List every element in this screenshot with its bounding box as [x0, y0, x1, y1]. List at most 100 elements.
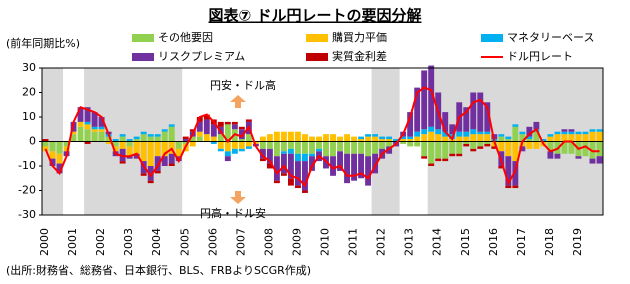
- bar-segment: [147, 180, 154, 184]
- bar-segment: [589, 158, 596, 164]
- bar-segment: [428, 131, 435, 142]
- bar-segment: [84, 124, 91, 130]
- bar-segment: [133, 139, 140, 142]
- bar-segment: [245, 134, 252, 142]
- bar-segment: [175, 156, 182, 162]
- source-note: (出所:財務省、総務省、日本銀行、BLS、FRBよりSCGR作成): [6, 263, 311, 277]
- x-tick-label: 2011: [347, 228, 360, 256]
- bar-segment: [217, 141, 224, 149]
- bar-segment: [280, 131, 287, 142]
- bar-segment: [259, 148, 266, 159]
- legend-label: マネタリーベース: [507, 31, 594, 44]
- bar-segment: [126, 141, 133, 147]
- bar-segment: [161, 131, 168, 142]
- bar-segment: [42, 146, 49, 152]
- bar-segment: [295, 185, 301, 189]
- bar-segment: [323, 134, 329, 142]
- bar-segment: [526, 139, 533, 142]
- bar-segment: [512, 141, 519, 162]
- bar-segment: [589, 141, 596, 159]
- bar-segment: [554, 131, 561, 135]
- bar-segment: [309, 136, 315, 142]
- bar-segment: [393, 139, 400, 142]
- bar-segment: [119, 134, 126, 137]
- bar-segment: [224, 121, 231, 125]
- bar-segment: [379, 141, 386, 149]
- y-tick-label: 30: [22, 61, 36, 74]
- bar-segment: [582, 131, 589, 135]
- bar-segment: [421, 156, 428, 159]
- bar-segment: [484, 131, 491, 135]
- x-tick-label: 2000: [38, 228, 51, 256]
- bar-segment: [435, 158, 442, 162]
- x-tick-label: 2015: [459, 228, 472, 256]
- bar-segment: [175, 141, 182, 149]
- bar-segment: [56, 153, 63, 164]
- bar-segment: [484, 134, 491, 142]
- bar-segment: [554, 153, 561, 159]
- bar-segment: [316, 141, 322, 149]
- bar-segment: [358, 139, 365, 142]
- bar-segment: [133, 153, 140, 159]
- bar-segment: [470, 141, 477, 149]
- bar-segment: [266, 148, 273, 164]
- legend-swatch: [306, 34, 328, 42]
- bar-segment: [49, 158, 56, 166]
- bar-segment: [105, 141, 112, 144]
- bar-segment: [119, 161, 126, 164]
- bar-segment: [168, 126, 175, 142]
- bar-segment: [98, 131, 105, 142]
- bar-segment: [575, 131, 582, 135]
- bar-segment: [561, 129, 568, 132]
- bar-segment: [323, 141, 329, 157]
- bar-segment: [84, 129, 91, 142]
- bar-segment: [91, 129, 98, 132]
- bar-segment: [77, 121, 84, 127]
- bar-segment: [407, 136, 414, 140]
- bar-segment: [245, 146, 252, 149]
- bar-segment: [189, 141, 196, 147]
- bar-segment: [505, 156, 512, 186]
- bar-segment: [554, 134, 561, 142]
- x-tick-label: 2002: [94, 228, 107, 256]
- bar-segment: [295, 131, 301, 142]
- x-tick-label: 2012: [375, 228, 388, 256]
- bar-segment: [259, 141, 266, 149]
- y-tick-label: 0: [29, 135, 36, 148]
- bar-segment: [463, 141, 470, 144]
- bar-segment: [421, 70, 428, 130]
- bar-segment: [330, 156, 336, 176]
- x-tick-label: 2008: [262, 228, 275, 256]
- bar-segment: [372, 134, 379, 137]
- bar-segment: [589, 129, 596, 132]
- bar-segment: [140, 141, 147, 162]
- bar-segment: [477, 134, 484, 142]
- bar-segment: [91, 112, 98, 127]
- bar-segment: [344, 141, 350, 154]
- bar-segment: [351, 141, 358, 154]
- bar-segment: [84, 107, 91, 122]
- bar-segment: [379, 136, 386, 140]
- legend-swatch: [132, 34, 154, 42]
- bar-segment: [568, 131, 575, 135]
- bar-segment: [470, 129, 477, 135]
- bar-segment: [196, 136, 203, 142]
- y-tick-label: -30: [18, 208, 36, 221]
- bar-segment: [533, 121, 540, 130]
- bar-segment: [302, 134, 308, 142]
- bar-segment: [526, 136, 533, 140]
- bar-segment: [56, 141, 63, 154]
- bar-segment: [400, 141, 407, 144]
- bar-segment: [463, 136, 470, 142]
- bar-segment: [449, 124, 456, 135]
- bar-segment: [358, 136, 365, 140]
- bar-segment: [238, 126, 245, 130]
- bar-segment: [316, 148, 322, 152]
- bar-segment: [63, 146, 70, 152]
- bar-segment: [119, 148, 126, 162]
- bar-segment: [379, 139, 386, 142]
- bar-segment: [210, 141, 217, 144]
- bar-segment: [224, 124, 231, 142]
- bar-segment: [519, 134, 526, 142]
- bar-segment: [561, 141, 568, 154]
